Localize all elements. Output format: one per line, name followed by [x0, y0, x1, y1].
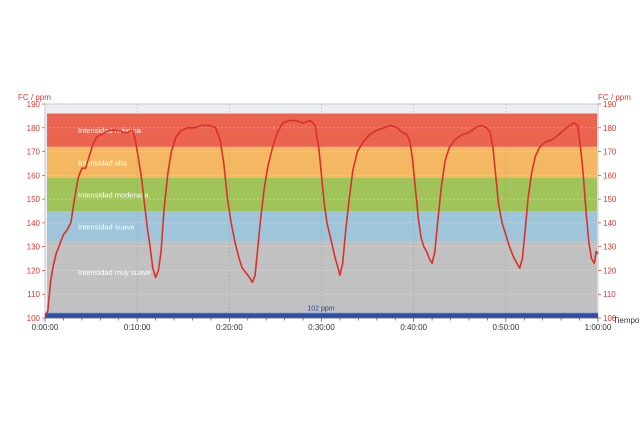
x-tick-label-6: 1:00:00: [585, 323, 612, 332]
y-tick-label-right-1: 110: [603, 290, 616, 299]
y-tick-label-left-6: 160: [27, 171, 41, 180]
zone-band-1: [47, 211, 597, 242]
zone-label-2: Intensidad moderada: [78, 190, 149, 199]
zone-band-4: [47, 113, 597, 147]
y-tick-label-right-4: 140: [603, 219, 617, 228]
y-tick-label-left-8: 180: [27, 124, 41, 133]
grid-lines: [45, 104, 598, 318]
y-tick-label-left-1: 110: [27, 290, 40, 299]
x-tick-label-2: 0:20:00: [216, 323, 243, 332]
x-tick-label-4: 0:40:00: [400, 323, 427, 332]
x-tick-label-1: 0:10:00: [124, 323, 151, 332]
y-tick-label-left-5: 150: [27, 195, 41, 204]
baseline-label: 102 ppm: [307, 306, 334, 313]
y-tick-label-left-4: 140: [27, 219, 41, 228]
y-tick-label-left-3: 130: [27, 243, 41, 252]
y-axis-right: 100 110 120 130 140 150 160 170 180 190: [598, 100, 617, 323]
y-tick-label-right-9: 190: [603, 100, 617, 109]
x-axis: 0:00:00 0:10:00 0:20:00 0:30:00 0:40:00 0:50:…: [32, 317, 612, 332]
y-tick-label-right-6: 160: [603, 171, 617, 180]
intensity-zones: [47, 113, 597, 318]
baseline-band: 102 ppm: [45, 306, 598, 318]
y-tick-label-left-7: 170: [27, 148, 41, 157]
y-axis-left: 100 110 120 130 140 150 160 170 180 190: [27, 100, 45, 323]
zone-label-0: Intensidad muy suave: [78, 268, 151, 277]
x-tick-label-0: 0:00:00: [32, 323, 59, 332]
y-tick-label-left-0: 100: [27, 314, 41, 323]
series-line-0: [44, 119, 599, 317]
y-tick-label-right-8: 180: [603, 124, 617, 133]
y-axis-title-right: FC / ppm: [598, 93, 631, 102]
baseline-band-rect: [45, 313, 598, 318]
y-tick-label-right-0: 100: [603, 314, 617, 323]
y-axis-title-left: FC / ppm: [18, 93, 51, 102]
heart-rate-series: [44, 119, 599, 317]
x-axis-title: Tiempo: [613, 316, 640, 325]
x-tick-label-5: 0:50:00: [492, 323, 519, 332]
y-tick-label-right-3: 130: [603, 243, 617, 252]
zone-label-1: Intensidad suave: [78, 222, 135, 231]
y-tick-label-left-2: 120: [27, 266, 41, 275]
y-tick-label-left-9: 190: [27, 100, 41, 109]
y-tick-label-right-7: 170: [603, 148, 617, 157]
x-tick-label-3: 0:30:00: [308, 323, 335, 332]
zone-band-0: [47, 241, 597, 318]
y-tick-label-right-2: 120: [603, 266, 617, 275]
zone-label-3: Intensidad alta: [78, 158, 128, 167]
y-tick-label-right-5: 150: [603, 195, 617, 204]
